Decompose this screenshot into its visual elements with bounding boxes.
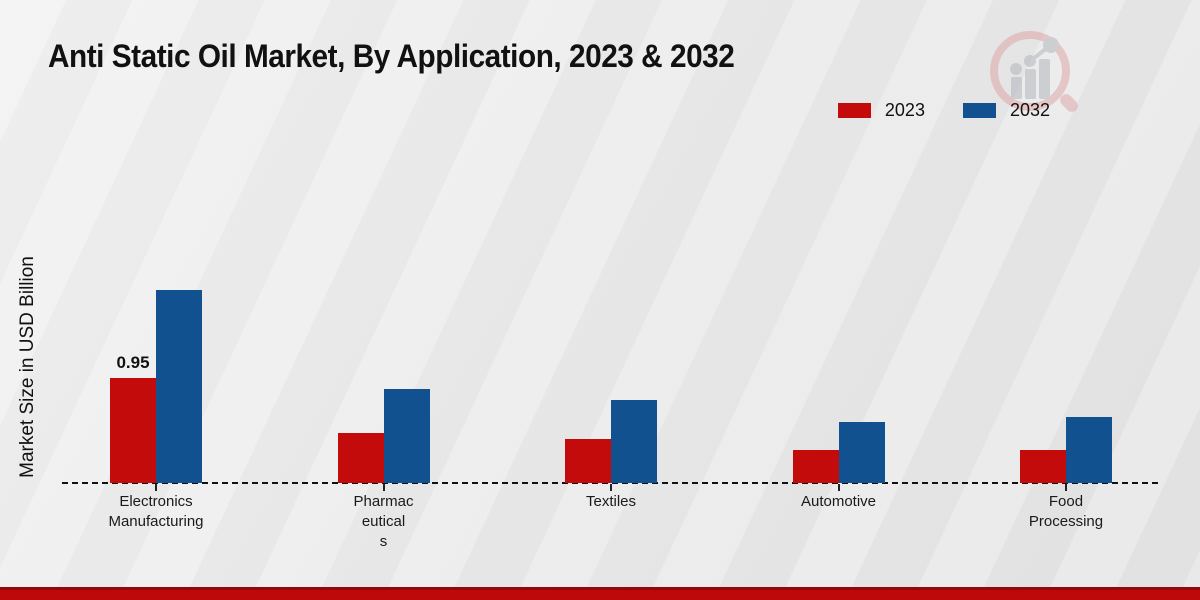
axis-tick-electronics-manufacturing xyxy=(155,484,157,491)
bar-value-label: 0.95 xyxy=(116,353,150,372)
category-label-food-processing: Food Processing xyxy=(1028,493,1104,530)
category-label-automotive: Automotive xyxy=(800,493,877,510)
legend-label-2032: 2032 xyxy=(1009,100,1050,120)
category-label-electronics-manufacturing: Electronics Manufacturing xyxy=(108,493,204,530)
legend-swatch-2023 xyxy=(837,103,871,118)
bar-2032-automotive xyxy=(838,422,885,483)
category-label-textiles: Textiles xyxy=(585,493,637,510)
category-label-pharmaceuticals: Pharmac eutical s xyxy=(353,493,414,550)
magnifier-bar-chart-logo-icon xyxy=(990,31,1078,112)
footer-accent-bar xyxy=(0,587,1200,600)
legend-item-2032: 2032 xyxy=(962,100,1050,121)
chart-title: Anti Static Oil Market, By Application, … xyxy=(48,38,735,74)
bar-2032-electronics-manufacturing xyxy=(156,290,202,483)
axis-tick-food-processing xyxy=(1065,484,1067,491)
bar-2023-textiles xyxy=(565,439,611,483)
legend-label-2023: 2023 xyxy=(884,100,925,120)
bar-2032-pharmaceuticals xyxy=(383,389,430,483)
bar-2032-textiles xyxy=(611,400,657,483)
legend-swatch-2032 xyxy=(962,103,996,118)
legend-item-2023: 2023 xyxy=(837,100,925,121)
bar-2023-food-processing xyxy=(1020,450,1066,483)
x-axis-baseline xyxy=(62,482,1158,484)
axis-tick-textiles xyxy=(610,484,612,491)
axis-tick-pharmaceuticals xyxy=(382,484,385,491)
bar-2023-pharmaceuticals xyxy=(337,433,384,483)
bar-2032-food-processing xyxy=(1066,417,1112,483)
legend: 2023 2032 xyxy=(837,100,1050,121)
bar-2023-electronics-manufacturing xyxy=(110,378,156,483)
bar-2023-automotive xyxy=(792,450,839,483)
axis-tick-automotive xyxy=(837,484,840,491)
